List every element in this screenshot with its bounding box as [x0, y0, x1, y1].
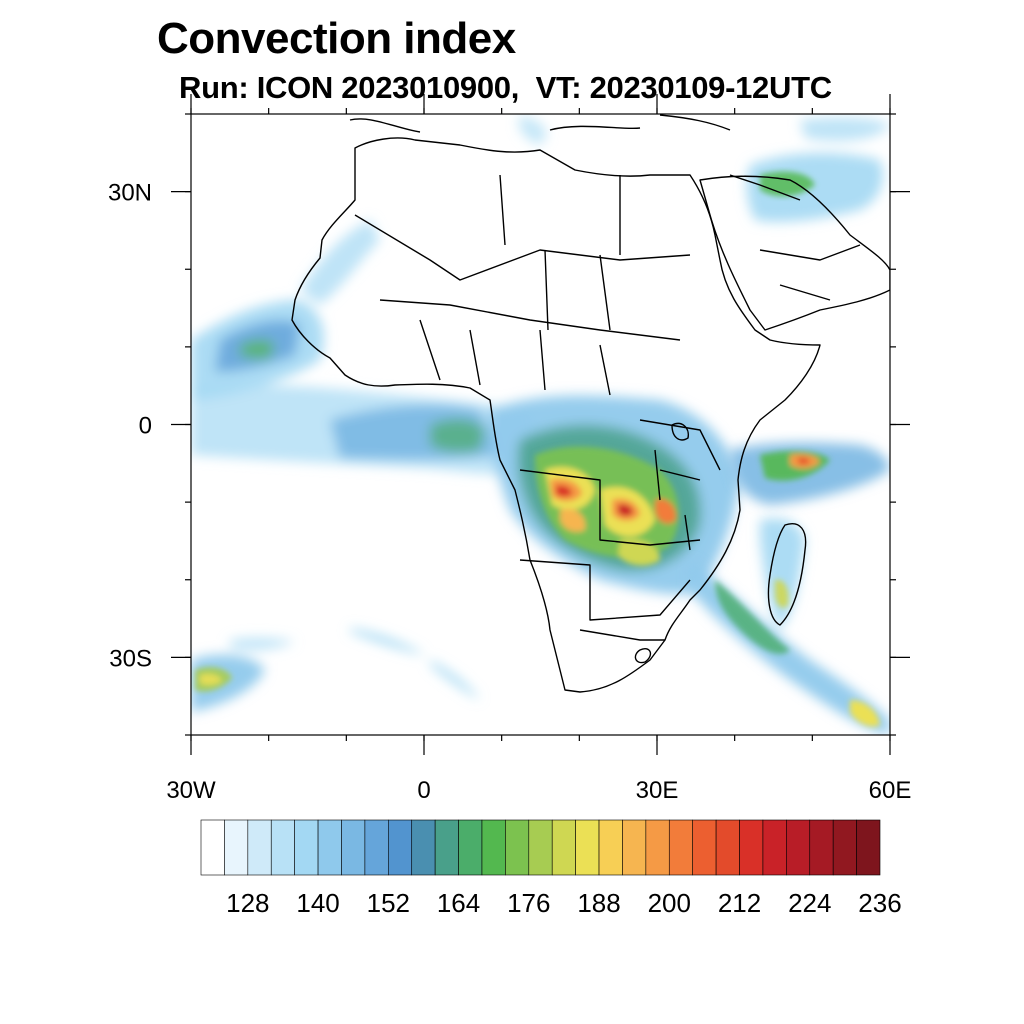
colorbar-swatch: [692, 819, 717, 876]
colorbar-swatch: [341, 819, 366, 876]
colorbar-label: 152: [367, 888, 410, 918]
colorbar-swatch: [809, 819, 834, 876]
border-1: [354, 214, 691, 281]
colorbar-swatch: [458, 819, 483, 876]
colorbar-swatch: [247, 819, 272, 876]
colorbar-label: 212: [718, 888, 761, 918]
colorbar-swatch: [270, 819, 295, 876]
field-southeast-yellow: [850, 700, 880, 727]
colorbar-label: 236: [858, 888, 901, 918]
madagascar-coast: [767, 523, 807, 626]
colorbar-swatch: [856, 819, 881, 876]
colorbar-swatch: [528, 819, 553, 876]
field-westafrica-green: [240, 339, 275, 359]
colorbar-label: 200: [648, 888, 691, 918]
field-lake-orange: [655, 498, 677, 524]
colorbar-swatch: [388, 819, 413, 876]
lon-tick-label: 60E: [869, 777, 912, 804]
plot-subtitle: Run: ICON 2023010900, VT: 20230109-12UTC: [179, 70, 832, 105]
med-coast: [349, 114, 731, 133]
field-arabia: [746, 153, 884, 222]
colorbar-swatch: [598, 819, 623, 876]
border-7: [639, 419, 721, 481]
colorbar-swatch: [622, 819, 647, 876]
field-southatlantic-yellow: [200, 673, 222, 686]
colorbar-label: 140: [296, 888, 339, 918]
plot-title: Convection index: [157, 14, 516, 63]
colorbar-swatch: [364, 819, 389, 876]
field-eastafrica-red: [798, 457, 810, 465]
colorbar: [200, 819, 881, 876]
lon-tick-label: 30E: [636, 777, 679, 804]
colorbar-swatch: [575, 819, 600, 876]
border-5: [519, 469, 701, 546]
lon-tick-label: 30W: [166, 777, 216, 804]
border-3: [499, 174, 621, 331]
border-2: [379, 299, 681, 341]
field-southatlantic-streak-2: [430, 660, 480, 700]
africa-coastline: [291, 137, 821, 693]
lake-victoria: [671, 422, 689, 441]
colorbar-swatch: [715, 819, 740, 876]
lat-tick-label: 0: [139, 413, 152, 440]
colorbar-swatch: [739, 819, 764, 876]
colorbar-swatch: [434, 819, 459, 876]
colorbar-swatch: [551, 819, 576, 876]
field-angola-orange: [560, 508, 586, 532]
colorbar-swatch: [762, 819, 787, 876]
colorbar-swatch: [481, 819, 506, 876]
axis-ticks: [171, 94, 910, 755]
field-southatlantic-streak-3: [230, 637, 295, 650]
field-southatlantic-streak-1: [350, 628, 425, 655]
colorbar-swatch: [224, 819, 249, 876]
colorbar-swatch: [294, 819, 319, 876]
lon-tick-label: 0: [417, 777, 430, 804]
colorbar-label: 176: [507, 888, 550, 918]
border-4: [419, 319, 611, 396]
colorbar-swatch: [317, 819, 342, 876]
axis-tick-labels: 30W 0 30E 60E 30N 0 30S: [108, 180, 911, 804]
field-med-streak: [518, 115, 547, 145]
colorbar-swatch: [668, 819, 693, 876]
field-congo-red-1: [556, 485, 572, 497]
field-madagascar: [760, 518, 805, 630]
lake-malawi: [684, 514, 691, 551]
colorbar-swatch: [505, 819, 530, 876]
field-atlantic-green: [430, 418, 485, 453]
field-mozambique-core: [715, 580, 790, 654]
field-north-streak: [800, 117, 890, 142]
convection-field: [191, 115, 890, 735]
lat-tick-label: 30N: [108, 180, 152, 207]
colorbar-swatch: [832, 819, 857, 876]
colorbar-swatch: [786, 819, 811, 876]
colorbar-label: 188: [577, 888, 620, 918]
colorbar-swatch: [411, 819, 436, 876]
colorbar-swatch: [645, 819, 670, 876]
colorbar-label: 128: [226, 888, 269, 918]
colorbar-swatch: [200, 819, 225, 876]
border-8: [579, 629, 665, 664]
border-6: [519, 559, 691, 621]
lake-tanganyika: [654, 449, 661, 501]
border-9: [729, 174, 861, 301]
colorbar-label: 224: [788, 888, 831, 918]
coastlines: [291, 114, 890, 693]
field-congo-red-2: [618, 504, 633, 516]
colorbar-label: 164: [437, 888, 480, 918]
lat-tick-label: 30S: [109, 645, 152, 672]
field-morocco-streak: [300, 220, 380, 305]
field-madagascar-core: [775, 579, 789, 608]
colorbar-labels: 128 140 152 164 176 188 200 212 224 236: [226, 888, 902, 918]
